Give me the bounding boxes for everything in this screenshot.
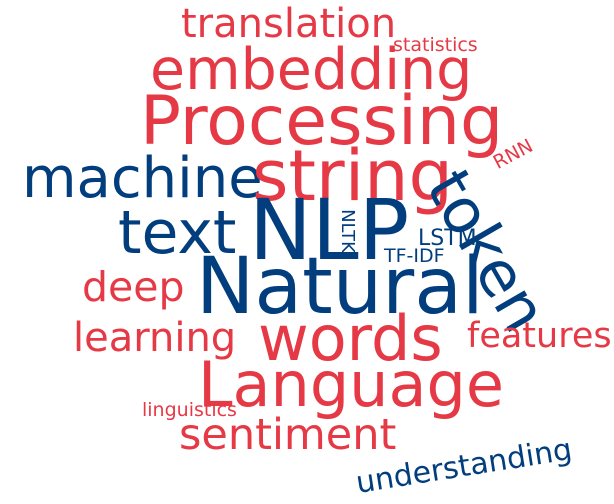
word-statistics: statistics xyxy=(393,34,478,56)
word-words: words xyxy=(258,302,443,375)
word-sentiment: sentiment xyxy=(179,410,397,460)
word-embedding: embedding xyxy=(150,37,473,103)
word-string: string xyxy=(252,135,453,217)
word-features: features xyxy=(467,316,612,356)
word-text: text xyxy=(118,198,237,268)
word-translation: translation xyxy=(181,1,397,47)
word-language: Language xyxy=(198,348,504,421)
word-linguistics: linguistics xyxy=(142,399,237,421)
word-processing: Processing xyxy=(140,82,504,161)
word-lstm: LSTM xyxy=(418,226,477,251)
word-learning: learning xyxy=(73,315,237,361)
word-nlp: NLP xyxy=(249,181,410,279)
word-machine: machine xyxy=(22,146,263,211)
word-deep: deep xyxy=(82,263,185,311)
word-natural: Natural xyxy=(196,242,484,332)
word-tf-idf: TF-IDF xyxy=(384,245,445,267)
